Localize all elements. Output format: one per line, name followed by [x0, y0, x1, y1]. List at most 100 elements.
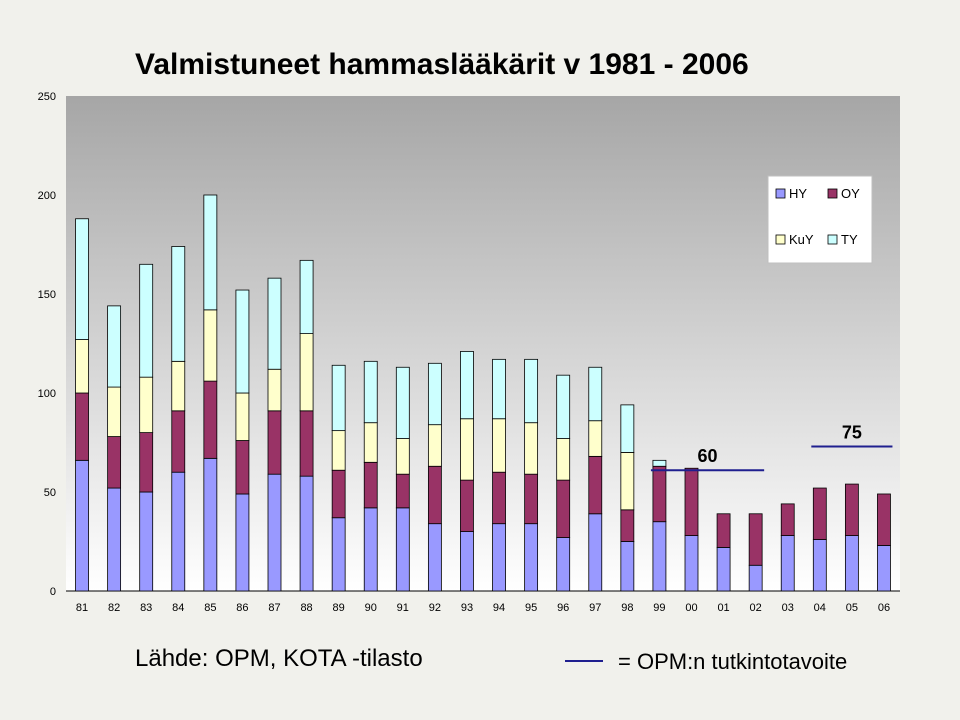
bar-segment-oy: [524, 473, 539, 525]
bar-segment-kuy: [107, 386, 122, 437]
bar-segment-oy: [748, 513, 763, 566]
bar-segment-kuy: [299, 333, 314, 412]
bar-segment-oy: [877, 493, 891, 546]
bar-segment-hy: [748, 564, 763, 592]
bar-segment-kuy: [363, 422, 378, 463]
bar-segment-kuy: [492, 418, 506, 473]
bar-segment-oy: [780, 503, 795, 536]
x-tick-label: 93: [461, 602, 473, 614]
bar-segment-kuy: [139, 376, 154, 434]
bar-segment-oy: [107, 436, 122, 489]
bar-segment-hy: [780, 535, 795, 592]
bar-segment-hy: [203, 457, 218, 592]
x-tick-label: 97: [589, 602, 601, 614]
x-tick-label: 92: [429, 602, 441, 614]
bar-segment-oy: [460, 479, 474, 532]
y-tick-label: 0: [50, 586, 56, 598]
bar-segment-oy: [299, 410, 314, 477]
target-lines: 60 75: [650, 422, 893, 472]
bar-segment-kuy: [524, 422, 539, 475]
bar-segment-kuy: [203, 309, 218, 382]
bar-segment-oy: [556, 479, 571, 538]
legend-swatch-ty: [827, 234, 838, 245]
x-tick-label: 94: [493, 602, 505, 614]
bar-segment-ty: [652, 459, 667, 467]
bar-segment-hy: [427, 523, 442, 592]
bar-segment-hy: [395, 507, 410, 592]
bar-segment-kuy: [75, 339, 89, 394]
x-tick-label: 85: [204, 602, 216, 614]
bar-segment-ty: [492, 358, 506, 420]
bar-segment-kuy: [235, 392, 250, 441]
bar-segment-oy: [363, 461, 378, 509]
y-axis-ticks: 0 50 100 150 200 250: [38, 91, 56, 598]
legend-swatch-hy: [775, 188, 786, 199]
x-tick-label: 06: [878, 602, 890, 614]
bar-segment-oy: [684, 467, 699, 536]
y-tick-label: 50: [44, 487, 56, 499]
legend-label-kuy: KuY: [789, 232, 814, 247]
bar-segment-ty: [203, 194, 218, 311]
bar-segment-ty: [556, 374, 571, 439]
bar-segment-hy: [171, 471, 186, 592]
legend-label-hy: HY: [789, 186, 807, 201]
target-legend-text: = OPM:n tutkintotavoite: [618, 649, 848, 674]
bar-segment-ty: [588, 366, 603, 422]
bar-segment-hy: [75, 459, 89, 592]
legend-swatch-kuy: [775, 234, 786, 245]
bar-segment-kuy: [171, 360, 186, 412]
bar-segment-ty: [460, 351, 474, 420]
bar-segment-hy: [299, 475, 314, 592]
x-tick-label: 99: [653, 602, 665, 614]
bar-segment-oy: [75, 392, 89, 461]
legend-swatch-oy: [827, 188, 838, 199]
legend-label-ty: TY: [841, 232, 858, 247]
bars: [75, 194, 891, 592]
x-axis-ticks: 81 82 83 84 85 86 87 88 89 90 91 92 93 94 95 96 97 98 99 00…: [76, 602, 890, 614]
bar-segment-oy: [427, 465, 442, 525]
bar-segment-hy: [139, 491, 154, 592]
x-tick-label: 81: [76, 602, 88, 614]
bar-segment-kuy: [620, 451, 635, 511]
bar-segment-hy: [684, 535, 699, 592]
bar-segment-ty: [331, 364, 346, 432]
x-tick-label: 02: [750, 602, 762, 614]
x-tick-label: 03: [782, 602, 794, 614]
source-note: Lähde: OPM, KOTA -tilasto: [135, 645, 423, 672]
x-tick-label: 87: [268, 602, 280, 614]
bar-segment-kuy: [588, 420, 603, 457]
bar-segment-hy: [107, 487, 122, 592]
bar-segment-kuy: [460, 418, 474, 481]
x-tick-label: 89: [333, 602, 345, 614]
bar-segment-hy: [877, 545, 891, 592]
target-label: 75: [842, 422, 862, 442]
bar-segment-oy: [492, 471, 506, 525]
x-tick-label: 88: [300, 602, 312, 614]
bar-segment-oy: [844, 483, 859, 536]
bar-segment-ty: [75, 218, 89, 340]
bar-segment-ty: [620, 404, 635, 453]
bar-segment-ty: [171, 246, 186, 362]
bar-segment-hy: [652, 521, 667, 592]
bar-segment-hy: [844, 535, 859, 592]
bar-segment-ty: [107, 305, 122, 388]
bar-segment-ty: [363, 360, 378, 424]
bar-segment-ty: [427, 362, 442, 426]
bar-segment-kuy: [395, 438, 410, 475]
bar-segment-hy: [556, 537, 571, 592]
y-tick-label: 250: [38, 91, 56, 103]
x-tick-label: 96: [557, 602, 569, 614]
legend-label-oy: OY: [841, 186, 860, 201]
bar-segment-oy: [267, 410, 282, 475]
x-tick-label: 04: [814, 602, 826, 614]
bar-segment-oy: [588, 455, 603, 515]
bar-segment-hy: [235, 493, 250, 592]
x-tick-label: 91: [397, 602, 409, 614]
x-tick-label: 01: [717, 602, 729, 614]
target-label: 60: [698, 446, 718, 466]
bar-segment-kuy: [331, 430, 346, 471]
x-tick-label: 98: [621, 602, 633, 614]
bar-segment-kuy: [427, 424, 442, 467]
bar-segment-kuy: [556, 438, 571, 481]
